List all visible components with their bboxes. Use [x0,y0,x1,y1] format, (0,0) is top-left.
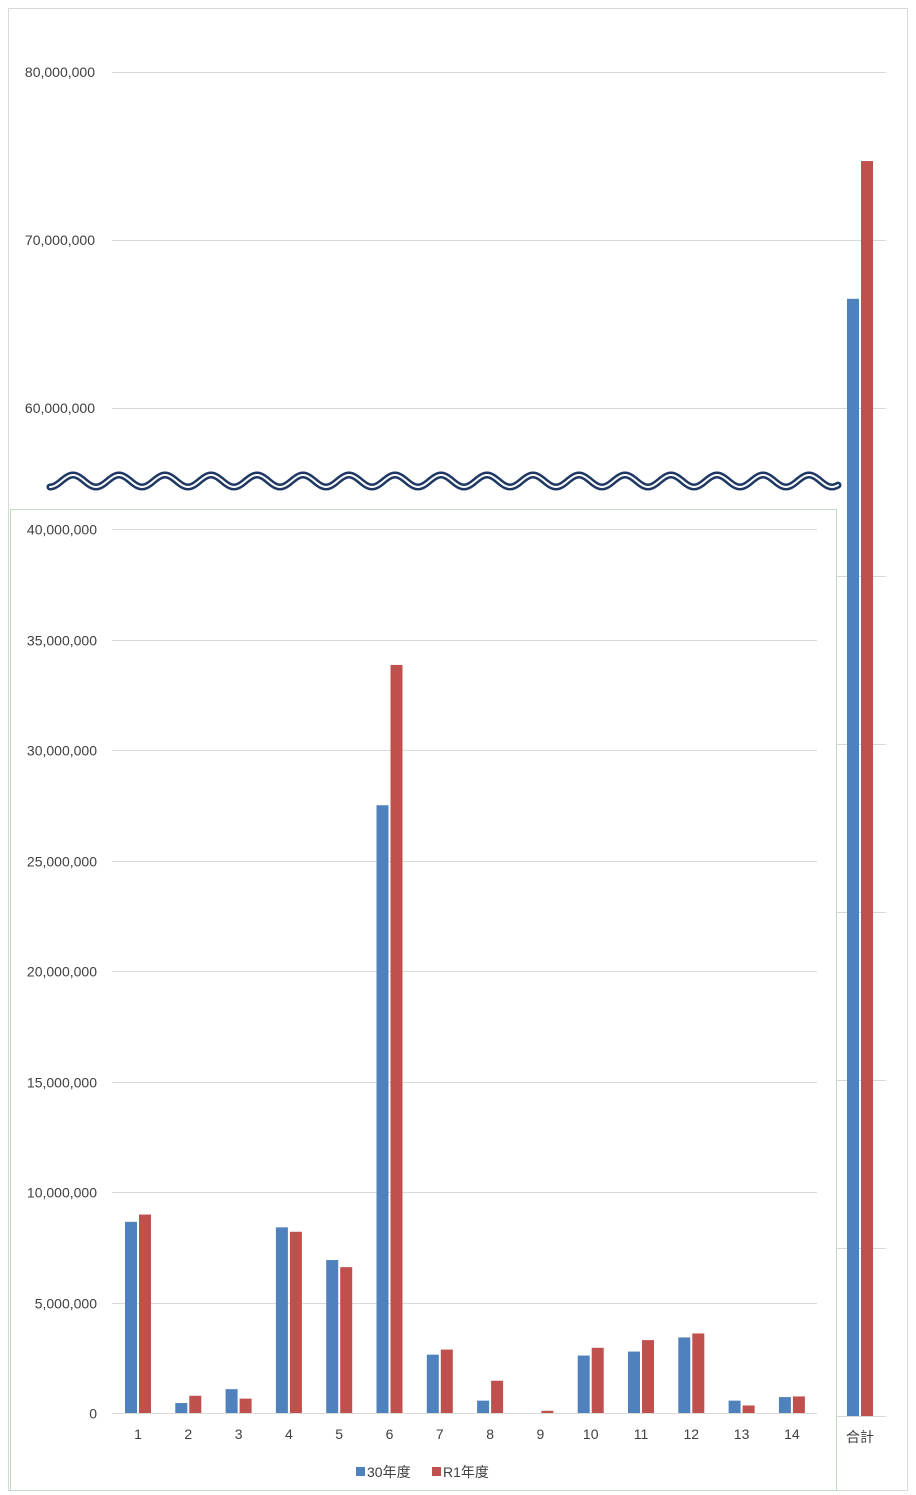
category-label: 10 [583,1426,599,1442]
category-label: 3 [235,1426,243,1442]
category-label: 6 [386,1426,394,1442]
category-label: 2 [184,1426,192,1442]
y-tick-label: 20,000,000 [27,964,97,980]
legend-swatch-r1 [432,1467,441,1476]
bar-R1年度-9 [541,1410,554,1413]
legend-label-30: 30年度 [367,1464,411,1480]
bar-30年度-2 [175,1403,188,1413]
category-label: 8 [486,1426,494,1442]
bar-R1年度-7 [440,1349,453,1413]
bar-30年度-14 [778,1397,791,1413]
bar-R1年度-14 [792,1396,805,1413]
category-label: 7 [436,1426,444,1442]
bar-30年度-12 [678,1337,691,1413]
category-label: 4 [285,1426,293,1442]
legend-label-r1: R1年度 [443,1464,489,1480]
y-tick-label: 5,000,000 [35,1296,97,1312]
bar-R1年度-3 [239,1398,252,1413]
legend: 30年度 R1年度 [356,1464,489,1480]
bar-30年度-10 [577,1355,590,1413]
axis-break-wave-inner [49,474,839,489]
axis-break-wave [46,471,842,491]
category-label: 11 [634,1426,649,1442]
tick-label-80m: 80,000,000 [25,64,95,80]
y-tick-label: 25,000,000 [27,854,97,870]
bar-R1年度-2 [189,1395,202,1413]
bar-30年度-合計 [847,298,859,1416]
bar-R1年度-4 [289,1231,302,1413]
bar-R1年度-11 [642,1340,654,1413]
category-label: 合計 [846,1429,874,1445]
y-tick-label: 35,000,000 [27,633,97,649]
bar-R1年度-6 [390,664,403,1413]
category-label: 5 [335,1426,343,1442]
bar-30年度-1 [125,1221,137,1413]
category-label: 9 [537,1426,545,1442]
bar-30年度-3 [225,1389,238,1413]
tick-label-60m: 60,000,000 [25,400,95,416]
bar-R1年度-12 [692,1333,705,1413]
category-label: 1 [134,1426,142,1442]
upper-axis: 80,000,000 70,000,000 60,000,000 [25,64,886,416]
bar-30年度-11 [628,1351,640,1413]
tick-label-70m: 70,000,000 [25,232,95,248]
bar-R1年度-合計 [861,161,873,1416]
y-tick-label: 40,000,000 [27,522,97,538]
lower-axis: 0 5,000,000 10,000,000 15,000,000 20,000,000… [27,522,817,1422]
axis-break-icon [46,471,842,491]
y-tick-label: 30,000,000 [27,743,97,759]
legend-swatch-30 [356,1467,365,1476]
bar-30年度-13 [728,1400,741,1413]
category-label: 14 [784,1426,800,1442]
bar-R1年度-1 [139,1214,151,1413]
bar-R1年度-13 [742,1405,755,1413]
category-label: 13 [734,1426,750,1442]
bar-30年度-6 [376,805,389,1413]
y-tick-label: 0 [89,1406,97,1422]
bar-30年度-5 [326,1260,339,1413]
bar-30年度-7 [426,1354,439,1413]
y-tick-label: 15,000,000 [27,1075,97,1091]
bar-R1年度-8 [491,1380,504,1413]
category-label: 12 [684,1426,700,1442]
bar-30年度-8 [477,1400,490,1413]
y-tick-label: 10,000,000 [27,1185,97,1201]
bars [125,161,873,1416]
category-labels: 1 2 3 4 5 6 7 8 9 10 11 12 13 14 合計 [134,1426,874,1445]
bar-30年度-4 [275,1227,288,1413]
bar-R1年度-10 [591,1347,604,1413]
bar-R1年度-5 [340,1267,353,1413]
